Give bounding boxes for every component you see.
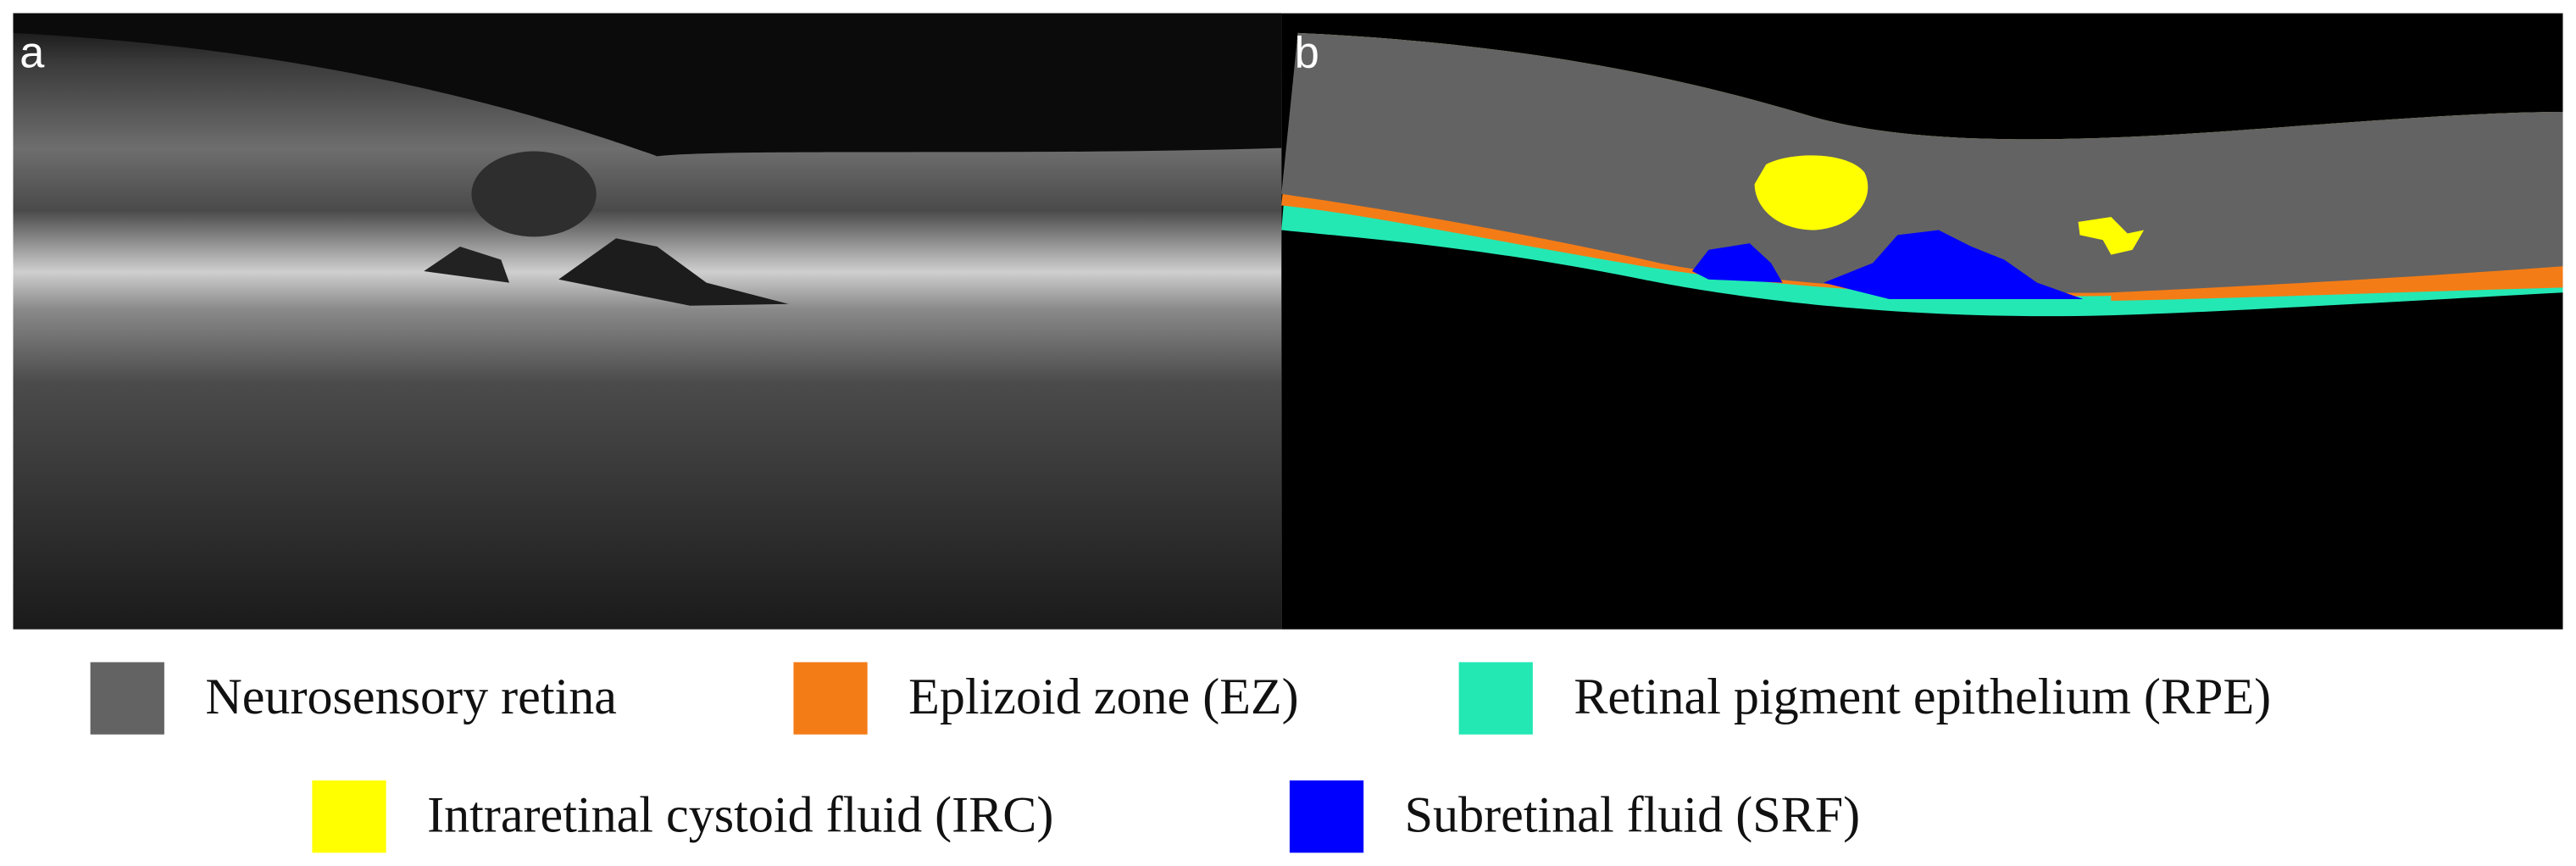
srf-region: [1824, 230, 2084, 299]
legend-label: Subretinal fluid (SRF): [1405, 786, 1861, 843]
legend-swatch: [1289, 780, 1364, 853]
panel-label: b: [1295, 29, 1319, 78]
retina-layer: [1281, 32, 2563, 293]
irc-region: [2078, 217, 2145, 255]
oct-fluid: [558, 238, 789, 306]
srf-region: [1691, 243, 1783, 283]
panel-label: a: [19, 29, 45, 78]
legend-label: Neurosensory retina: [205, 669, 617, 725]
legend-swatch: [793, 662, 868, 735]
legend-label: Retinal pigment epithelium (RPE): [1574, 669, 2271, 725]
legend-swatch: [312, 780, 386, 853]
legend-label: Intraretinal cystoid fluid (IRC): [427, 786, 1053, 843]
legend-swatch: [1458, 662, 1533, 735]
legend-label: Eplizoid zone (EZ): [908, 669, 1299, 725]
legend-swatch: [90, 662, 164, 735]
segmentation-panel: [1281, 13, 2563, 630]
oct-cyst: [471, 151, 597, 237]
oct-fluid: [424, 246, 510, 283]
oct-panel: [13, 13, 1282, 630]
oct-vitreous: [13, 13, 1282, 157]
legend: Neurosensory retina Eplizoid zone (EZ) Ret…: [90, 662, 2271, 853]
irc-region: [1754, 155, 1868, 230]
